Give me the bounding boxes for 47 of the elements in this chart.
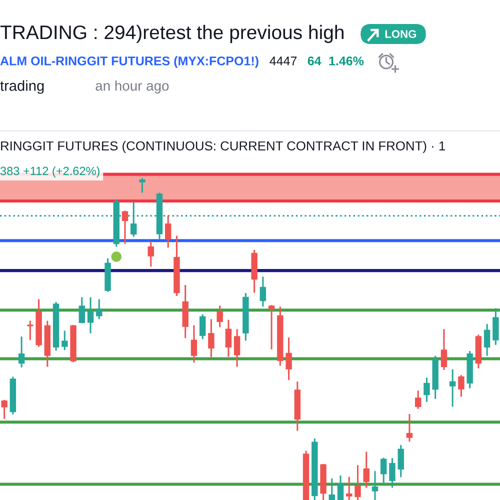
candlestick [363, 450, 370, 489]
text: 383 +112 (+2.62%) [0, 166, 100, 178]
candlestick [87, 296, 94, 334]
text: 64 [308, 56, 322, 66]
candlestick [208, 318, 214, 358]
candlestick [268, 304, 275, 350]
candlestick [389, 457, 396, 489]
candlestick [1, 399, 8, 420]
text: an hour ago [96, 80, 169, 94]
candlestick [398, 444, 404, 478]
text: 4447 [270, 56, 297, 66]
candlestick [406, 413, 413, 443]
candlestick [27, 320, 34, 341]
text: 1.46% [329, 56, 364, 66]
text: ALM OIL-RINGGIT FUTURES (MYX:FCPO1!) [0, 56, 258, 68]
candlestick [440, 328, 448, 371]
candlestick [328, 478, 336, 500]
candlestick [449, 368, 456, 408]
candlestick [78, 296, 86, 324]
candlestick [199, 314, 206, 340]
candlestick [62, 330, 68, 351]
chart-title: TRADING : 294)retest the previous high [0, 24, 344, 44]
candlestick [484, 323, 490, 357]
candlestick [190, 324, 198, 364]
candlestick [286, 336, 292, 381]
candlestick [234, 328, 240, 368]
candlestick [225, 319, 232, 358]
candlestick [414, 390, 422, 410]
candlestick [346, 476, 352, 500]
candlestick [122, 210, 128, 245]
text: LONG [385, 30, 416, 38]
chart-subtitle: RINGGIT FUTURES (CONTINUOUS: CURRENT CONTRACT IN FRONT) · 1 [1, 140, 446, 154]
candlestick [372, 470, 378, 500]
candlestick [458, 374, 464, 398]
text: trading [0, 80, 44, 94]
candlestick [139, 177, 146, 194]
candlestick [380, 457, 387, 485]
candlestick [354, 464, 361, 500]
candlestick [96, 298, 102, 320]
candlestick [216, 304, 223, 328]
candlestick [492, 307, 499, 346]
candlestick [337, 474, 344, 500]
candlestick [148, 240, 154, 268]
candlestick [164, 215, 172, 248]
candlestick [18, 336, 25, 368]
candlestick [260, 276, 266, 308]
candlestick [424, 376, 430, 403]
